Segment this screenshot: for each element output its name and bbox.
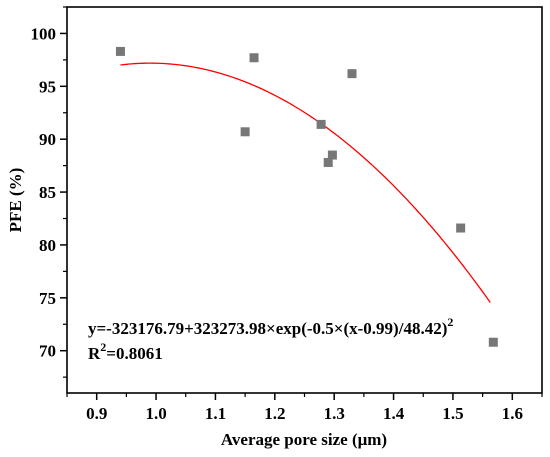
- data-point: [347, 69, 357, 79]
- data-point: [488, 337, 498, 347]
- y-tick-label: 100: [31, 24, 57, 43]
- data-point: [249, 53, 259, 63]
- x-tick-label: 0.9: [86, 404, 107, 423]
- y-tick-label: 85: [39, 183, 56, 202]
- x-tick-label: 1.0: [145, 404, 166, 423]
- data-point: [323, 157, 333, 167]
- x-tick-label: 1.2: [264, 404, 285, 423]
- x-tick-label: 1.5: [442, 404, 463, 423]
- r-squared: R2=0.8061: [88, 340, 163, 363]
- y-tick-label: 90: [39, 130, 56, 149]
- r-squared-exponent: 2: [100, 340, 106, 354]
- y-tick-label: 95: [39, 77, 56, 96]
- r-squared-value: =0.8061: [106, 344, 162, 363]
- y-tick-label: 80: [39, 236, 56, 255]
- x-tick-label: 1.4: [383, 404, 405, 423]
- y-tick-label: 70: [39, 342, 56, 361]
- data-point: [316, 119, 326, 129]
- x-tick-label: 1.1: [205, 404, 226, 423]
- y-axis-ticks: 70 75 80 85 90 95 100: [31, 6, 67, 378]
- x-tick-label: 1.6: [502, 404, 523, 423]
- data-point: [115, 46, 125, 56]
- x-axis-title: Average pore size (μm): [221, 430, 387, 449]
- fit-curve: [120, 62, 491, 303]
- x-tick-label: 1.3: [324, 404, 345, 423]
- data-point: [240, 127, 250, 137]
- fit-curve-layer: [120, 62, 491, 303]
- x-axis-ticks: 0.9 1.0 1.1 1.2 1.3 1.4 1.5 1.6: [66, 393, 543, 423]
- y-axis-title: PFE (%): [6, 168, 25, 233]
- data-point: [327, 150, 337, 160]
- y-tick-label: 75: [39, 289, 56, 308]
- fit-equation-main: y=-323176.79+323273.98×exp(-0.5×(x-0.99)…: [88, 319, 447, 338]
- r-squared-prefix: R: [88, 344, 101, 363]
- data-points: [115, 46, 498, 347]
- data-point: [456, 223, 466, 233]
- fit-equation: y=-323176.79+323273.98×exp(-0.5×(x-0.99)…: [88, 315, 453, 338]
- fit-equation-exponent: 2: [447, 315, 453, 329]
